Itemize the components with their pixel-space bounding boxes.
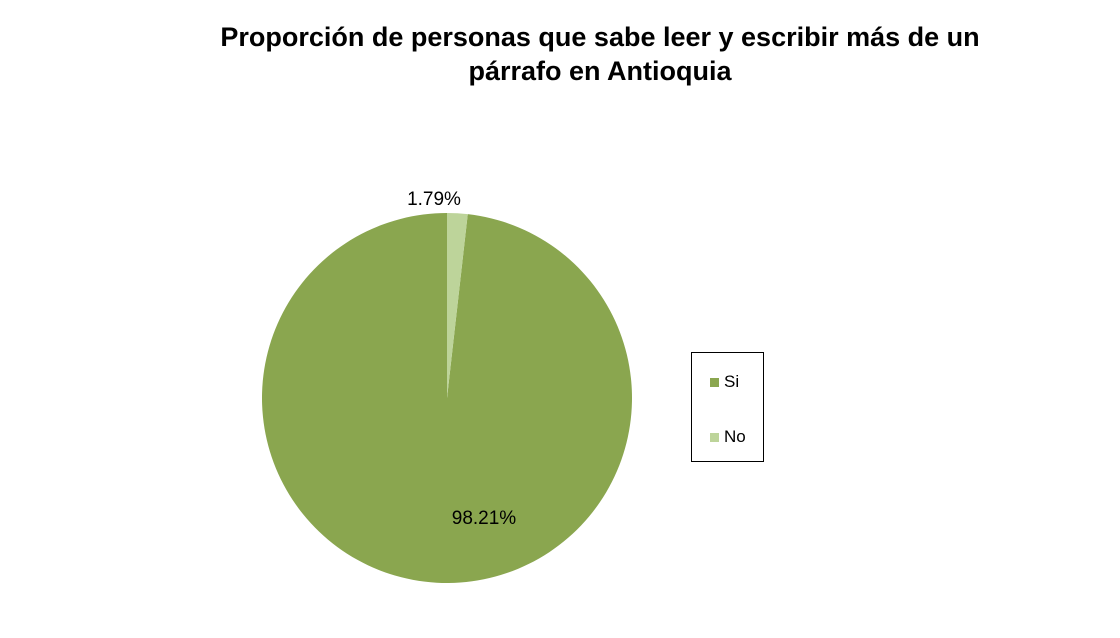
data-label-no: 1.79% xyxy=(407,189,461,210)
chart-title-line-2: párrafo en Antioquia xyxy=(468,56,732,86)
data-label-si: 98.21% xyxy=(452,508,517,529)
chart-title: Proporción de personas que sabe leer y e… xyxy=(150,20,1050,88)
legend-item-no: No xyxy=(710,426,746,448)
pie-slice-no xyxy=(447,213,468,398)
legend-swatch-no xyxy=(710,432,719,442)
legend-label-si: Si xyxy=(724,372,740,391)
pie-slice-si xyxy=(262,213,633,583)
legend-item-si: Si xyxy=(710,371,739,393)
chart-title-line-1: Proporción de personas que sabe leer y e… xyxy=(220,22,980,52)
legend-label-no: No xyxy=(724,427,746,446)
chart-legend: Si No xyxy=(691,352,764,462)
legend-swatch-si xyxy=(710,377,719,387)
